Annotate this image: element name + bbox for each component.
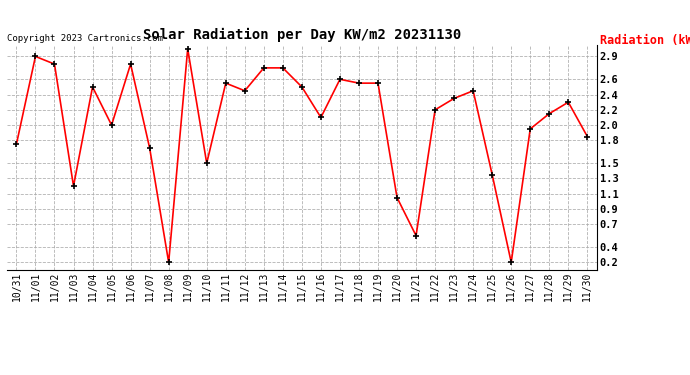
Title: Solar Radiation per Day KW/m2 20231130: Solar Radiation per Day KW/m2 20231130: [143, 28, 461, 42]
Text: Copyright 2023 Cartronics.com: Copyright 2023 Cartronics.com: [7, 34, 163, 43]
Text: Radiation (kW/m2): Radiation (kW/m2): [600, 34, 690, 47]
